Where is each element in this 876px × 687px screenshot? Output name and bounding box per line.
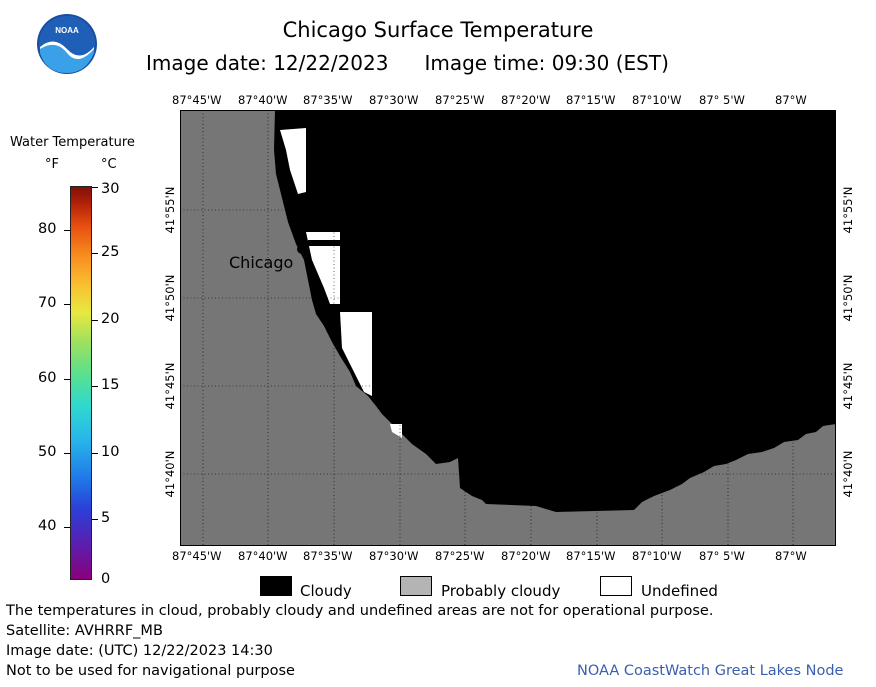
lon-label-top: 87°35'W bbox=[303, 93, 353, 107]
c-tick-mark bbox=[92, 386, 98, 387]
c-tick-label: 20 bbox=[101, 311, 120, 327]
satellite-info: Satellite: AVHRRF_MB bbox=[6, 623, 163, 639]
f-tick-mark bbox=[64, 230, 70, 231]
image-date: Image date: 12/22/2023 bbox=[146, 51, 389, 75]
lat-label-left: 41°45'N bbox=[163, 362, 177, 410]
f-tick-mark bbox=[64, 379, 70, 380]
lat-label-left: 41°40'N bbox=[163, 450, 177, 498]
lon-label-bottom: 87°45'W bbox=[172, 549, 222, 563]
credit-line: NOAA CoastWatch Great Lakes Node bbox=[577, 663, 844, 679]
cloudy-label: Cloudy bbox=[300, 582, 352, 600]
f-tick-label: 70 bbox=[38, 295, 57, 311]
undefined-area bbox=[306, 232, 340, 304]
f-tick-label: 80 bbox=[38, 221, 57, 237]
c-tick-mark bbox=[92, 320, 98, 321]
lon-label-bottom: 87°W bbox=[775, 549, 807, 563]
lon-label-top: 87°W bbox=[775, 93, 807, 107]
map-title: Chicago Surface Temperature bbox=[282, 18, 594, 42]
legend-title: Water Temperature bbox=[10, 135, 135, 150]
c-tick-label: 10 bbox=[101, 444, 120, 460]
navy-pier bbox=[308, 240, 342, 246]
probably-cloudy-label: Probably cloudy bbox=[441, 582, 561, 600]
temperature-colorbar bbox=[70, 186, 92, 580]
undefined-swatch bbox=[600, 576, 632, 596]
lon-label-bottom: 87°15'W bbox=[566, 549, 616, 563]
lon-label-top: 87°45'W bbox=[172, 93, 222, 107]
unit-fahrenheit: °F bbox=[45, 157, 59, 172]
disclaimer-note: The temperatures in cloud, probably clou… bbox=[6, 603, 714, 619]
chicago-marker bbox=[297, 244, 307, 254]
f-tick-label: 40 bbox=[38, 518, 57, 534]
lon-label-top: 87°40'W bbox=[238, 93, 288, 107]
unit-celsius: °C bbox=[101, 157, 117, 172]
lat-label-left: 41°55'N bbox=[163, 186, 177, 234]
undefined-area bbox=[340, 312, 372, 396]
f-tick-mark bbox=[64, 453, 70, 454]
lon-label-top: 87°30'W bbox=[369, 93, 419, 107]
city-label: Chicago bbox=[229, 253, 294, 272]
graticule bbox=[180, 110, 836, 546]
utc-image-date: Image date: (UTC) 12/22/2023 14:30 bbox=[6, 643, 273, 659]
c-tick-label: 0 bbox=[101, 571, 111, 587]
lon-label-bottom: 87° 5'W bbox=[699, 549, 745, 563]
image-time: Image time: 09:30 (EST) bbox=[424, 51, 669, 75]
lon-label-bottom: 87°10'W bbox=[632, 549, 682, 563]
lon-label-top: 87° 5'W bbox=[699, 93, 745, 107]
cloudy-swatch bbox=[260, 576, 292, 596]
lat-label-right: 41°50'N bbox=[841, 274, 855, 322]
lon-label-top: 87°25'W bbox=[435, 93, 485, 107]
map-border bbox=[180, 110, 836, 546]
lon-label-top: 87°15'W bbox=[566, 93, 616, 107]
c-tick-label: 15 bbox=[101, 377, 120, 393]
cloudy-area bbox=[274, 110, 836, 512]
f-tick-label: 60 bbox=[38, 370, 57, 386]
undefined-area bbox=[390, 424, 402, 438]
lat-label-left: 41°50'N bbox=[163, 274, 177, 322]
c-tick-mark bbox=[92, 519, 98, 520]
undefined-label: Undefined bbox=[641, 582, 718, 600]
lat-label-right: 41°40'N bbox=[841, 450, 855, 498]
c-tick-mark bbox=[92, 453, 98, 454]
c-tick-mark bbox=[92, 187, 98, 188]
temperature-map bbox=[180, 110, 836, 546]
f-tick-mark bbox=[64, 304, 70, 305]
lon-label-bottom: 87°30'W bbox=[369, 549, 419, 563]
f-tick-mark bbox=[64, 527, 70, 528]
navigation-disclaimer: Not to be used for navigational purpose bbox=[6, 663, 295, 679]
lon-label-top: 87°20'W bbox=[501, 93, 551, 107]
lon-label-bottom: 87°25'W bbox=[435, 549, 485, 563]
lon-label-top: 87°10'W bbox=[632, 93, 682, 107]
image-datetime: Image date: 12/22/2023 Image time: 09:30 … bbox=[146, 51, 669, 75]
lon-label-bottom: 87°20'W bbox=[501, 549, 551, 563]
logo-text: NOAA bbox=[55, 26, 79, 35]
c-tick-mark bbox=[92, 253, 98, 254]
c-tick-label: 25 bbox=[101, 244, 120, 260]
c-tick-label: 5 bbox=[101, 510, 111, 526]
undefined-area bbox=[280, 128, 306, 194]
lat-label-right: 41°45'N bbox=[841, 362, 855, 410]
c-tick-label: 30 bbox=[101, 181, 120, 197]
f-tick-label: 50 bbox=[38, 444, 57, 460]
lon-label-bottom: 87°40'W bbox=[238, 549, 288, 563]
lat-label-right: 41°55'N bbox=[841, 186, 855, 234]
probably-cloudy-swatch bbox=[400, 576, 432, 596]
noaa-logo: NOAA bbox=[37, 14, 97, 74]
lon-label-bottom: 87°35'W bbox=[303, 549, 353, 563]
